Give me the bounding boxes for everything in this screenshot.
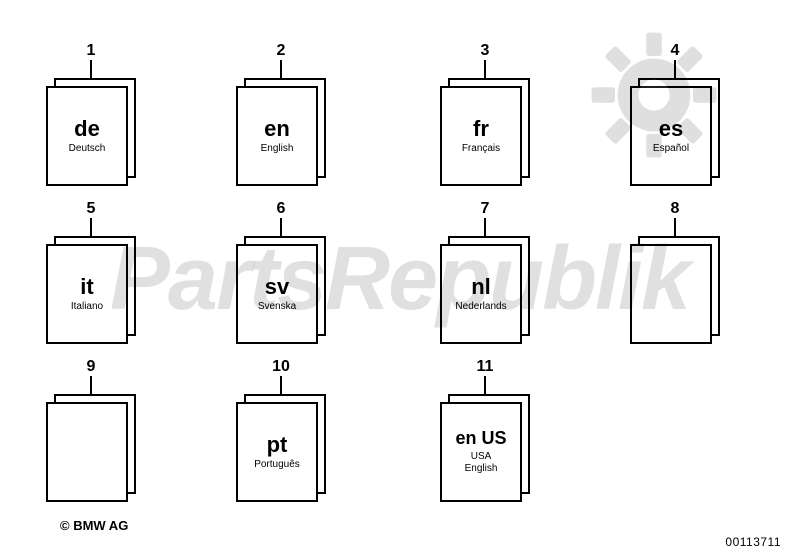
lang-code: pt: [267, 433, 288, 457]
id-number: 00113711: [725, 535, 781, 549]
item-number: 6: [236, 200, 326, 218]
lang-code: de: [74, 117, 100, 141]
lang-code: it: [80, 275, 93, 299]
lang-name: Français: [462, 143, 500, 155]
item-number: 10: [236, 358, 326, 376]
connector-line: [674, 218, 676, 236]
book-icon: [46, 394, 136, 502]
item-number: 3: [440, 42, 530, 60]
connector-line: [90, 218, 92, 236]
book-front: en USUSAEnglish: [440, 402, 522, 502]
connector-line: [674, 60, 676, 78]
lang-name: Svenska: [258, 301, 296, 313]
language-diagram: 1 de Deutsch 2 en English 3 fr Français 4 es Españo…: [0, 0, 799, 559]
book-icon: en English: [236, 78, 326, 186]
lang-name: USAEnglish: [465, 451, 498, 475]
item-number: 4: [630, 42, 720, 60]
lang-name: Deutsch: [69, 143, 106, 155]
book-front: it Italiano: [46, 244, 128, 344]
connector-line: [280, 376, 282, 394]
item-number: 7: [440, 200, 530, 218]
book-icon: es Español: [630, 78, 720, 186]
book-front: es Español: [630, 86, 712, 186]
item-number: 1: [46, 42, 136, 60]
connector-line: [90, 60, 92, 78]
lang-name: Español: [653, 143, 689, 155]
book-icon: en USUSAEnglish: [440, 394, 530, 502]
connector-line: [90, 376, 92, 394]
connector-line: [484, 60, 486, 78]
lang-code: es: [659, 117, 683, 141]
book-front: sv Svenska: [236, 244, 318, 344]
book-front: [46, 402, 128, 502]
connector-line: [280, 218, 282, 236]
book-icon: nl Nederlands: [440, 236, 530, 344]
book-icon: [630, 236, 720, 344]
book-icon: it Italiano: [46, 236, 136, 344]
item-number: 9: [46, 358, 136, 376]
item-number: 5: [46, 200, 136, 218]
lang-code: fr: [473, 117, 489, 141]
book-front: [630, 244, 712, 344]
book-front: fr Français: [440, 86, 522, 186]
item-number: 2: [236, 42, 326, 60]
connector-line: [484, 376, 486, 394]
lang-name: Nederlands: [455, 301, 506, 313]
book-front: en English: [236, 86, 318, 186]
lang-name: English: [261, 143, 294, 155]
book-icon: sv Svenska: [236, 236, 326, 344]
lang-code: nl: [471, 275, 491, 299]
lang-code: sv: [265, 275, 289, 299]
book-icon: de Deutsch: [46, 78, 136, 186]
item-number: 8: [630, 200, 720, 218]
book-icon: pt Português: [236, 394, 326, 502]
book-front: pt Português: [236, 402, 318, 502]
lang-code: en US: [455, 429, 506, 449]
connector-line: [280, 60, 282, 78]
book-icon: fr Français: [440, 78, 530, 186]
item-number: 11: [440, 358, 530, 376]
connector-line: [484, 218, 486, 236]
book-front: nl Nederlands: [440, 244, 522, 344]
watermark-text: PartsRepublik: [110, 228, 689, 331]
copyright-text: © BMW AG: [60, 518, 128, 533]
lang-name: Português: [254, 459, 300, 471]
lang-code: en: [264, 117, 290, 141]
lang-name: Italiano: [71, 301, 103, 313]
book-front: de Deutsch: [46, 86, 128, 186]
